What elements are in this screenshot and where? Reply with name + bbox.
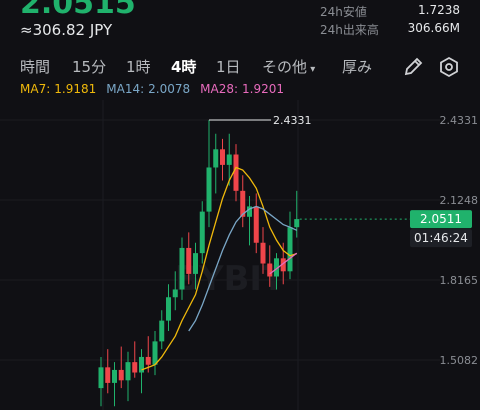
legend-value: 1.9201 <box>242 82 284 96</box>
candle-body <box>159 320 165 342</box>
candle-body <box>186 247 192 274</box>
tab[interactable]: 15分 <box>72 58 107 76</box>
tab[interactable]: 時間 <box>20 58 51 76</box>
y-tick-label: 1.8165 <box>440 274 479 287</box>
max-label: 2.4331 <box>273 114 312 127</box>
candle-body <box>132 362 138 373</box>
ma-line <box>141 166 297 371</box>
candle-body <box>125 362 131 381</box>
candle-body <box>166 297 171 321</box>
last-price: 2.0515 <box>20 0 136 21</box>
candle-body <box>280 258 286 272</box>
candle-body <box>267 263 273 277</box>
candle-body <box>179 247 185 290</box>
tab[interactable]: 1日 <box>216 58 241 76</box>
legend-name: MA14: <box>106 82 145 96</box>
candle-body <box>226 154 232 165</box>
tab[interactable]: 1時 <box>126 58 151 76</box>
last-price-box <box>410 210 472 229</box>
candle-body <box>294 219 300 228</box>
candle-body <box>118 369 124 381</box>
countdown-box <box>410 229 472 248</box>
stat-value: 1.7238 <box>418 3 460 17</box>
candle-body <box>193 253 198 274</box>
candle-body <box>260 242 266 264</box>
candle-body <box>247 206 252 217</box>
candle-body <box>253 206 259 243</box>
y-tick-label: 1.5082 <box>440 354 479 367</box>
fiat-price: ≈306.82 JPY <box>20 21 113 39</box>
tab[interactable]: 厚み <box>342 58 373 76</box>
stat-label: 24h安値 <box>320 5 367 19</box>
stat-value: 306.66M <box>407 21 460 35</box>
legend-name: MA7: <box>20 82 51 96</box>
candle-body <box>139 356 144 373</box>
legend-value: 2.0078 <box>148 82 191 96</box>
candle-body <box>112 369 117 383</box>
ma-legend: MA7: 1.9181 MA14: 2.0078 MA28: 1.9201 <box>20 82 284 96</box>
countdown: 01:46:24 <box>414 231 468 245</box>
candle-body <box>233 154 239 191</box>
tab[interactable]: その他 ▾ <box>262 58 316 76</box>
last-price-label: 2.0511 <box>420 212 462 226</box>
legend-name: MA28: <box>200 82 238 96</box>
candle-body <box>220 149 225 165</box>
y-tick-label: 2.1248 <box>440 194 479 207</box>
candle-body <box>206 167 212 212</box>
candle-body <box>105 367 111 383</box>
ma-line <box>269 252 298 275</box>
candle-body <box>172 289 178 298</box>
tab[interactable]: 4時 <box>171 58 197 76</box>
y-tick-label: 2.4331 <box>440 114 479 127</box>
candle-body <box>240 190 246 217</box>
draw-tool-icon[interactable] <box>402 56 424 78</box>
settings-icon[interactable] <box>438 56 460 78</box>
ma-line <box>188 205 298 332</box>
candle-body <box>213 149 219 168</box>
candle-body <box>287 227 293 272</box>
candle-body <box>199 211 205 254</box>
legend-value: 1.9181 <box>54 82 97 96</box>
candle-body <box>98 367 104 389</box>
candle-body <box>274 258 279 277</box>
candle-body <box>152 341 158 365</box>
candle-body <box>145 356 151 365</box>
stat-label: 24h出来高 <box>320 23 379 37</box>
